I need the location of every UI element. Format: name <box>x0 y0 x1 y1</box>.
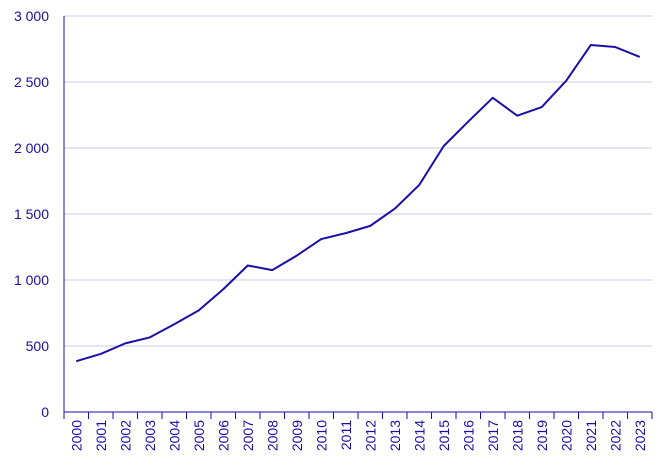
x-tick-label: 2012 <box>362 420 378 451</box>
x-tick-label: 2002 <box>117 420 133 451</box>
x-tick-label: 2011 <box>338 420 354 450</box>
series-layer <box>75 44 641 363</box>
x-tick-label: 2004 <box>166 420 182 451</box>
x-tick-label: 2000 <box>68 420 84 451</box>
x-tick-label: 2017 <box>485 420 501 451</box>
y-tick-label: 2 500 <box>14 74 49 90</box>
grid-lines <box>64 15 652 347</box>
x-tick-label: 2016 <box>460 420 476 451</box>
x-tick-label: 2006 <box>215 420 231 451</box>
x-tick-label: 2015 <box>436 420 452 451</box>
x-tick-label: 2009 <box>289 420 305 451</box>
x-tick-label: 2019 <box>534 420 550 451</box>
y-tick-label: 1 000 <box>14 272 49 288</box>
x-tick-label: 2010 <box>313 420 329 451</box>
y-tick-label: 500 <box>26 338 50 354</box>
x-tick-label: 2020 <box>558 420 574 451</box>
x-tick-label: 2018 <box>509 420 525 451</box>
y-tick-label: 3 000 <box>14 8 49 24</box>
y-tick-label: 0 <box>41 404 49 420</box>
axes <box>63 16 653 419</box>
x-axis-tick-labels: 2000 2001 2002 2003 2004 2005 2006 2007 2008 2009… <box>68 420 648 451</box>
y-axis-tick-labels: 0 500 1 000 1 500 2 000 2 500 3 000 <box>14 8 49 420</box>
x-tick-label: 2008 <box>264 420 280 451</box>
series-line <box>75 44 641 363</box>
x-tick-label: 2005 <box>191 420 207 451</box>
x-tick-label: 2013 <box>387 420 403 451</box>
y-tick-label: 2 000 <box>14 140 49 156</box>
y-tick-label: 1 500 <box>14 206 49 222</box>
x-tick-label: 2007 <box>240 420 256 451</box>
x-tick-label: 2001 <box>93 420 109 451</box>
x-tick-label: 2022 <box>607 420 623 451</box>
x-tick-label: 2003 <box>142 420 158 451</box>
x-tick-label: 2021 <box>583 420 599 451</box>
x-tick-label: 2023 <box>632 420 648 451</box>
x-tick-label: 2014 <box>411 420 427 451</box>
